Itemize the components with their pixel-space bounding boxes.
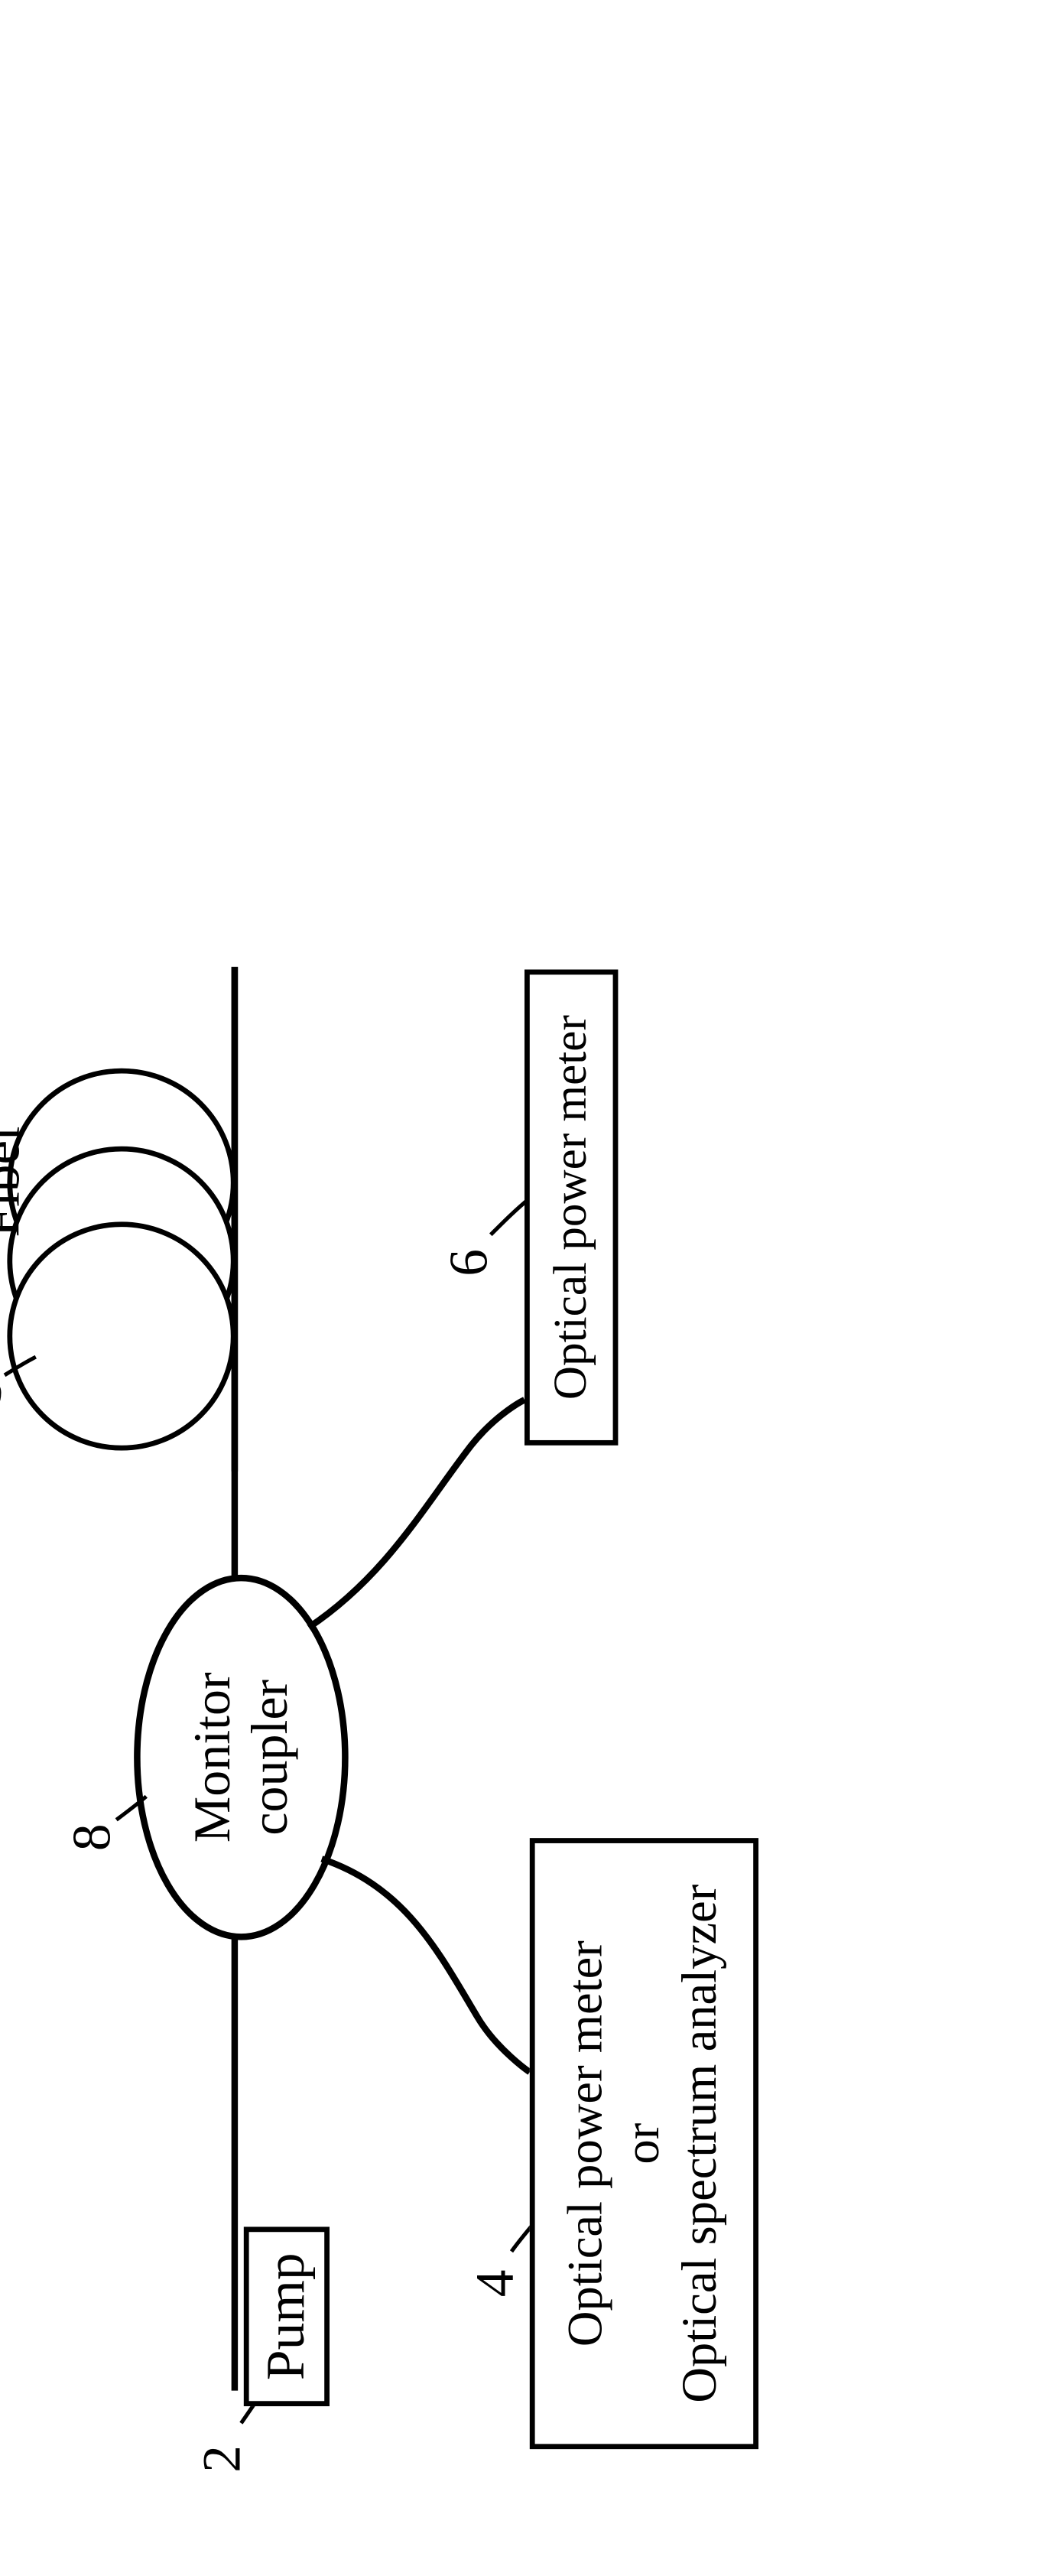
pump-box: Pump	[244, 2226, 330, 2406]
ref-fiber: 9	[0, 1376, 15, 1403]
diagram-canvas: Fig. 1 Background Art	[0, 0, 1049, 1908]
diagram-stage: Fig. 1 Background Art	[0, 0, 1049, 2576]
ref-coupler: 8	[62, 1823, 125, 1851]
analyzer-label-line2: or	[615, 1884, 672, 2402]
pump-label: Pump	[255, 2252, 318, 2380]
ref-pump: 2	[192, 2445, 255, 2473]
analyzer-label-line1: Optical power meter	[559, 1884, 615, 2402]
coupler-label-line2: coupler	[241, 1627, 298, 1887]
coupler-label-line1: Monitor	[184, 1627, 242, 1887]
coupler-label: Monitor coupler	[184, 1627, 299, 1887]
connector-coupler-meter	[309, 1400, 524, 1628]
meter-label: Optical power meter	[544, 1015, 598, 1400]
fiber-label: Fiber	[0, 1122, 33, 1238]
connector-coupler-analyzer	[322, 1859, 530, 2072]
ref-analyzer: 4	[465, 2269, 528, 2297]
meter-box: Optical power meter	[524, 969, 618, 1445]
fiber-coil-1	[10, 1224, 233, 1447]
analyzer-box: Optical power meter or Optical spectrum …	[530, 1838, 758, 2449]
analyzer-label-line3: Optical spectrum analyzer	[673, 1884, 729, 2402]
diagram-svg	[0, 792, 933, 2576]
analyzer-label: Optical power meter or Optical spectrum …	[559, 1884, 729, 2402]
ref-meter: 6	[439, 1249, 502, 1277]
